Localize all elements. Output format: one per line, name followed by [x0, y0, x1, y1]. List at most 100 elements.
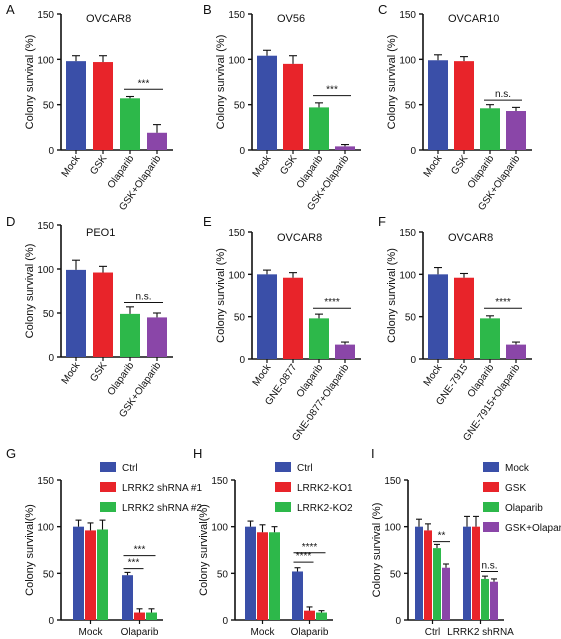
significance-label: *** [134, 545, 146, 556]
chart-title: PEO1 [86, 227, 115, 239]
bar [428, 274, 448, 359]
significance-label: *** [138, 78, 150, 89]
x-tick-label: Ctrl [425, 627, 441, 638]
panel-h: H 0 50 100 150 Colony survival(%) Mock Olaparib… [193, 446, 353, 638]
y-tick-label: 0 [395, 616, 401, 627]
y-tick-label: 0 [239, 355, 245, 366]
y-tick-label: 100 [228, 270, 245, 281]
bar [304, 610, 315, 620]
y-tick-label: 150 [37, 476, 54, 487]
x-tick-label: Mock [251, 153, 274, 180]
bar [506, 344, 526, 359]
legend-label: Ctrl [122, 463, 138, 474]
y-tick-label: 0 [410, 355, 416, 366]
bar [480, 318, 500, 359]
y-tick-label: 50 [405, 101, 417, 112]
y-axis-label: Colony survival(%) [24, 504, 36, 596]
bar [257, 55, 277, 150]
panel-letter: I [371, 446, 375, 461]
significance-label: **** [495, 297, 511, 308]
y-axis-label: Colony survival (%) [215, 248, 227, 343]
x-tick-label: Mock [60, 360, 83, 387]
y-tick-label: 0 [222, 616, 228, 627]
significance-label: **** [302, 542, 318, 553]
y-tick-label: 50 [217, 569, 229, 580]
x-tick-label: Mock [422, 362, 445, 389]
panel-letter: G [6, 446, 16, 461]
panel-letter: C [378, 2, 387, 17]
bar [481, 578, 489, 620]
bar [309, 107, 329, 150]
bar [424, 530, 432, 620]
x-tick-label: LRRK2 shRNA [447, 627, 514, 638]
panel-letter: E [203, 214, 212, 229]
x-tick-label: Mock [251, 627, 276, 638]
bar [490, 581, 498, 620]
bar [316, 612, 327, 620]
legend-label: LRRK2-KO1 [297, 483, 353, 494]
x-tick-label: GSK [278, 153, 299, 177]
y-axis-label: Colony survival (%) [215, 35, 227, 130]
y-tick-label: 150 [399, 228, 416, 239]
bar [463, 526, 471, 620]
y-tick-label: 150 [211, 476, 228, 487]
legend-swatch [275, 502, 291, 512]
legend-label: LRRK2-KO2 [297, 503, 353, 514]
x-tick-label: Olaparib [291, 627, 329, 638]
y-tick-label: 100 [399, 55, 416, 66]
panel-letter: D [6, 214, 15, 229]
bar [73, 526, 84, 620]
significance-label: ** [438, 531, 446, 542]
x-tick-label: Mock [251, 362, 274, 389]
legend-label: LRRK2 shRNA #1 [122, 483, 202, 494]
significance-label: **** [324, 297, 340, 308]
panel-letter: B [203, 2, 212, 17]
chart-title: OVCAR10 [448, 13, 499, 25]
bar [93, 62, 113, 151]
bar [134, 612, 145, 620]
y-axis-label: Colony survival (%) [386, 35, 398, 130]
bar [120, 98, 140, 150]
y-tick-label: 0 [48, 146, 54, 157]
panel-i: I 0 50 100 150 Colony survival (%) Ctrl LRRK2 s… [371, 446, 561, 638]
y-tick-label: 150 [37, 221, 54, 232]
bar [147, 317, 167, 357]
bar [93, 272, 113, 357]
panel-b: B OV56 0 50 100 150 Colony survival (%) Mock GSK… [203, 2, 361, 213]
bar [415, 526, 423, 620]
significance-label: n.s. [481, 560, 497, 571]
bar [257, 274, 277, 359]
legend-label: GSK+Olaparib [505, 523, 561, 534]
panel-g: G 0 50 100 150 Colony survival(%) Mock Olaparib… [6, 446, 202, 638]
bar [97, 529, 108, 620]
legend-swatch [100, 462, 116, 472]
legend-swatch [100, 502, 116, 512]
chart-title: OVCAR8 [448, 232, 493, 244]
legend-label: LRRK2 shRNA #2 [122, 503, 202, 514]
y-axis-label: Colony survival (%) [386, 248, 398, 343]
chart-title: OVCAR8 [277, 232, 322, 244]
x-tick-label: GSK [88, 360, 109, 384]
y-tick-label: 50 [43, 101, 55, 112]
y-tick-label: 150 [37, 10, 54, 21]
legend-swatch [275, 482, 291, 492]
chart-title: OV56 [277, 13, 305, 25]
bar [480, 108, 500, 150]
bar [146, 612, 157, 620]
y-axis-label: Colony survival (%) [24, 35, 36, 130]
y-tick-label: 150 [228, 10, 245, 21]
y-tick-label: 50 [234, 101, 246, 112]
bar [257, 532, 268, 620]
y-tick-label: 150 [384, 476, 401, 487]
y-tick-label: 100 [399, 270, 416, 281]
x-tick-label: Mock [422, 153, 445, 180]
y-tick-label: 100 [211, 523, 228, 534]
bar [283, 277, 303, 359]
y-tick-label: 100 [37, 265, 54, 276]
legend-swatch [483, 502, 499, 512]
bar [66, 61, 86, 150]
significance-label: *** [128, 558, 140, 569]
significance-label: *** [326, 85, 338, 96]
y-tick-label: 0 [239, 146, 245, 157]
